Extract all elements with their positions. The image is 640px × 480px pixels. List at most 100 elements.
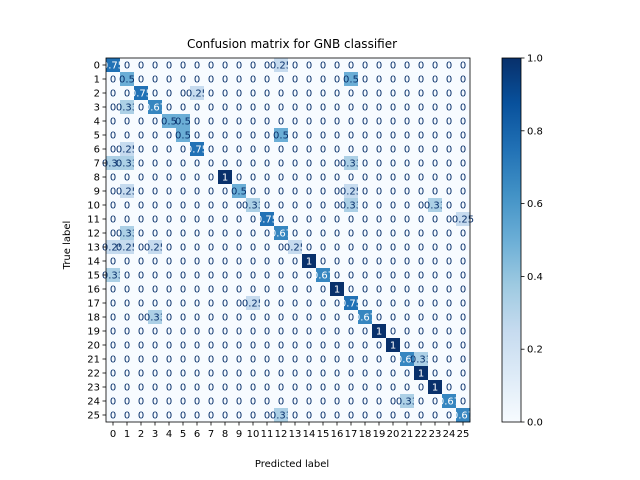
heatmap-cell [134, 296, 149, 311]
heatmap-cell [386, 408, 401, 423]
heatmap-cell [386, 100, 401, 115]
heatmap-cell [456, 254, 471, 269]
cell-value-label: 0 [138, 229, 144, 240]
heatmap-cell [246, 380, 261, 395]
heatmap-cell [162, 254, 177, 269]
cell-value-label: 0 [306, 411, 312, 422]
heatmap-cell [190, 254, 205, 269]
heatmap-cell [358, 212, 373, 227]
cell-value-label: 0 [264, 145, 270, 156]
y-tick-label: 19 [87, 327, 100, 338]
heatmap-cell [162, 282, 177, 297]
heatmap-cell [106, 352, 121, 367]
cell-value-label: 0 [110, 369, 116, 380]
cell-value-label: 0 [250, 61, 256, 72]
cell-value-label: 0 [418, 103, 424, 114]
cell-value-label: 0 [320, 145, 326, 156]
heatmap-cell [232, 58, 247, 73]
cell-value-label: 0 [194, 285, 200, 296]
cell-value-label: 0 [334, 103, 340, 114]
cell-value-label: 0 [418, 285, 424, 296]
heatmap-cell [176, 366, 191, 381]
cell-value-label: 0 [152, 271, 158, 282]
heatmap-cell [260, 380, 275, 395]
cell-value-label: 0 [180, 243, 186, 254]
heatmap-cell [218, 338, 233, 353]
cell-value-label: 0 [236, 411, 242, 422]
heatmap-cell [288, 380, 303, 395]
cell-value-label: 0 [194, 397, 200, 408]
cell-value-label: 0.33 [424, 201, 446, 212]
cell-value-label: 0 [292, 397, 298, 408]
heatmap-cell [162, 170, 177, 185]
heatmap-cell [316, 72, 331, 87]
cell-value-label: 0 [250, 159, 256, 170]
colorbar-tick-label: 0.6 [527, 199, 543, 210]
cell-value-label: 0 [166, 103, 172, 114]
heatmap-cell [148, 254, 163, 269]
heatmap-cell [414, 156, 429, 171]
cell-value-label: 0 [334, 271, 340, 282]
heatmap-cell [316, 198, 331, 213]
cell-value-label: 0 [446, 117, 452, 128]
cell-value-label: 0.33 [102, 159, 124, 170]
cell-value-label: 0 [432, 187, 438, 198]
cell-value-label: 0 [166, 159, 172, 170]
cell-value-label: 0 [152, 89, 158, 100]
cell-value-label: 0 [334, 299, 340, 310]
cell-value-label: 0 [208, 187, 214, 198]
y-tick-label: 2 [94, 89, 100, 100]
y-tick-label: 10 [87, 201, 100, 212]
heatmap-cell [106, 282, 121, 297]
heatmap-cell [344, 338, 359, 353]
cell-value-label: 0 [236, 229, 242, 240]
cell-value-label: 0 [138, 257, 144, 268]
heatmap-cell [302, 338, 317, 353]
heatmap-cell [246, 226, 261, 241]
cell-value-label: 0 [110, 285, 116, 296]
cell-value-label: 0 [376, 257, 382, 268]
cell-value-label: 0 [432, 369, 438, 380]
cell-value-label: 0 [362, 159, 368, 170]
cell-value-label: 0 [110, 173, 116, 184]
cell-value-label: 0 [264, 131, 270, 142]
x-tick-label: 0 [110, 429, 116, 440]
cell-value-label: 0 [460, 145, 466, 156]
heatmap-cell [218, 72, 233, 87]
cell-value-label: 0 [320, 131, 326, 142]
heatmap-cell [400, 226, 415, 241]
x-tick-label: 6 [194, 429, 200, 440]
heatmap-cell [190, 296, 205, 311]
cell-value-label: 0 [292, 159, 298, 170]
cell-value-label: 0.5 [231, 187, 247, 198]
heatmap-cell [442, 408, 457, 423]
cell-value-label: 0 [320, 327, 326, 338]
cell-value-label: 0 [460, 299, 466, 310]
heatmap-cell [162, 184, 177, 199]
heatmap-cell [372, 128, 387, 143]
heatmap-cell [358, 310, 373, 325]
cell-value-label: 0 [152, 411, 158, 422]
heatmap-cell [442, 240, 457, 255]
heatmap-cell [414, 212, 429, 227]
heatmap-cell [288, 324, 303, 339]
cell-value-label: 0 [362, 341, 368, 352]
heatmap-cell [428, 100, 443, 115]
cell-value-label: 0 [208, 201, 214, 212]
cell-value-label: 0 [320, 397, 326, 408]
cell-value-label: 0 [138, 327, 144, 338]
cell-value-label: 0 [152, 201, 158, 212]
x-axis-label: Predicted label [255, 459, 329, 470]
cell-value-label: 0 [194, 257, 200, 268]
heatmap-cell [106, 324, 121, 339]
cell-value-label: 0 [236, 215, 242, 226]
heatmap-cell [414, 296, 429, 311]
cell-value-label: 0 [152, 285, 158, 296]
heatmap-cell [260, 268, 275, 283]
cell-value-label: 0 [278, 257, 284, 268]
cell-value-label: 0 [376, 75, 382, 86]
heatmap-cell [442, 338, 457, 353]
cell-value-label: 0 [390, 327, 396, 338]
cell-value-label: 0 [460, 397, 466, 408]
